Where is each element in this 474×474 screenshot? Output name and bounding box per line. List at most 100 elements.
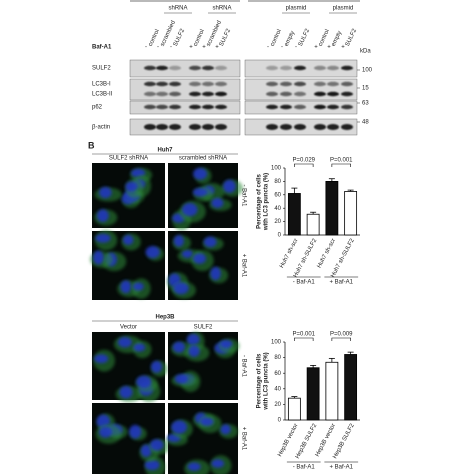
- blot-strip: [129, 118, 241, 136]
- panel-label: B: [88, 140, 95, 150]
- column-label: scrambled shRNA: [179, 156, 227, 162]
- blot-band: [280, 81, 292, 87]
- nucleus: [119, 386, 133, 399]
- bracket: [294, 337, 314, 341]
- blot-band: [156, 91, 168, 97]
- row-label: β-actin: [92, 125, 110, 131]
- x-tick-label: Huh7 sh-scr: [317, 238, 337, 269]
- nucleus: [223, 179, 236, 193]
- blot-band: [215, 81, 227, 87]
- blot-band: [156, 124, 168, 130]
- y-tick-label: 0: [278, 233, 282, 239]
- treatment-sign: -: [170, 45, 172, 51]
- blot-band: [294, 65, 306, 71]
- kda-marker: 48: [362, 120, 369, 126]
- micrograph-title: Hep3B: [155, 315, 175, 321]
- blot-band: [144, 104, 156, 110]
- treatment-sign: -: [145, 45, 147, 51]
- nucleus: [173, 282, 189, 295]
- bracket: [331, 163, 351, 167]
- nucleus: [98, 426, 113, 438]
- blot-band: [189, 104, 201, 110]
- nucleus: [145, 245, 160, 259]
- blot-band: [202, 104, 214, 110]
- blot-band: [327, 65, 339, 71]
- nucleus: [173, 235, 184, 247]
- nucleus: [136, 375, 152, 388]
- blot-band: [202, 124, 214, 130]
- p-value: P=0.001: [292, 332, 315, 338]
- blot-band: [215, 91, 227, 97]
- y-axis-label: Percentage of cells: [257, 353, 263, 408]
- nucleus: [193, 167, 208, 180]
- blot-band: [144, 65, 156, 71]
- nucleus: [99, 186, 112, 199]
- x-tick-label: Hep3B SULF2: [332, 422, 356, 460]
- y-tick-label: 60: [274, 371, 281, 377]
- nucleus: [94, 354, 109, 364]
- nucleus: [211, 459, 225, 468]
- blot-band: [266, 124, 278, 130]
- row-label: - Baf-A1: [240, 355, 246, 378]
- treatment-sign: -: [295, 45, 297, 51]
- y-tick-label: 60: [274, 192, 281, 198]
- y-tick-label: 40: [274, 386, 281, 392]
- treatment-sign: -: [267, 45, 269, 51]
- bar: [344, 191, 358, 236]
- blot-band: [280, 104, 292, 110]
- nucleus: [181, 249, 193, 258]
- nucleus: [186, 333, 200, 346]
- group-label: plasmid: [333, 6, 354, 12]
- blot-band: [327, 81, 339, 87]
- bar: [306, 213, 320, 236]
- bar: [287, 397, 301, 421]
- treatment-sign: +: [202, 45, 206, 51]
- bar: [325, 361, 339, 421]
- treatment-sign: +: [215, 45, 219, 51]
- nucleus: [120, 280, 132, 294]
- y-axis-label: with LC3 puncta (%): [264, 352, 270, 410]
- nucleus: [149, 439, 164, 451]
- bar: [325, 180, 339, 236]
- nucleus: [220, 339, 233, 348]
- column-label: SULF2: [194, 325, 213, 331]
- nucleus: [129, 424, 142, 439]
- kda-marker: 63: [362, 101, 369, 107]
- row-label: LC3B-I: [92, 82, 111, 88]
- group-label: - Baf-A1: [293, 465, 316, 471]
- blot-band: [169, 81, 181, 87]
- blot-band: [202, 91, 214, 97]
- blot-band: [156, 65, 168, 71]
- nucleus: [174, 373, 188, 384]
- blot-band: [314, 124, 326, 130]
- blot-band: [314, 81, 326, 87]
- treatment-sign: -: [281, 45, 283, 51]
- blot-band: [341, 124, 353, 130]
- nucleus: [172, 341, 186, 353]
- blot-band: [294, 124, 306, 130]
- blot-band: [314, 91, 326, 97]
- treatment-label: Baf-A1: [92, 45, 112, 51]
- kda-marker: 15: [362, 86, 369, 92]
- blot-band: [189, 81, 201, 87]
- group-label: shRNA: [212, 6, 231, 12]
- blot-band: [266, 91, 278, 97]
- blot-strip: [129, 100, 241, 115]
- y-axis-label: Percentage of cells: [257, 173, 263, 228]
- kda-label: kDa: [360, 49, 371, 55]
- nucleus: [96, 209, 109, 222]
- blot-band: [169, 91, 181, 97]
- y-tick-label: 80: [274, 355, 281, 361]
- blot-band: [294, 104, 306, 110]
- nucleus: [211, 197, 224, 209]
- p-value: P=0.009: [330, 332, 353, 338]
- blot-band: [169, 124, 181, 130]
- y-tick-label: 80: [274, 179, 281, 185]
- blot-band: [327, 91, 339, 97]
- y-tick-label: 20: [274, 402, 281, 408]
- blot-band: [341, 104, 353, 110]
- blot-band: [341, 91, 353, 97]
- bar: [287, 193, 301, 236]
- nucleus: [187, 462, 201, 471]
